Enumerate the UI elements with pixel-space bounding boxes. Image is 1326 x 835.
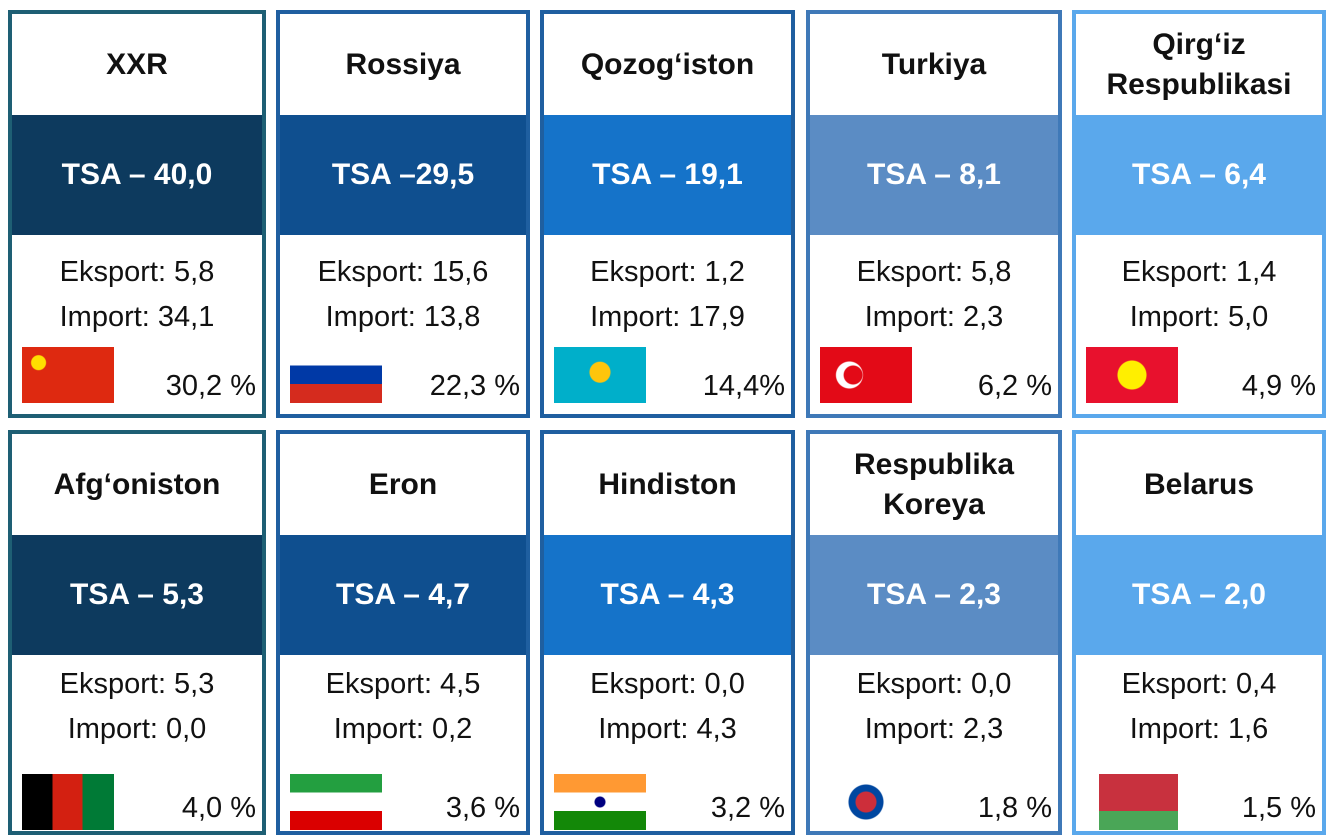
export-value: Eksport: 5,8: [59, 256, 215, 288]
export-value: Eksport: 0,0: [856, 668, 1012, 700]
country-name: Qozog‘iston: [544, 14, 791, 115]
country-card: Qirg‘iz Respublikasi TSA – 6,4 Eksport: 1,4…: [1072, 10, 1326, 418]
share-value: 22,3 %: [429, 370, 520, 402]
export-value: Eksport: 0,4: [1121, 668, 1277, 700]
flag: [22, 347, 114, 403]
country-card: Respublika Koreya TSA – 2,3 Eksport: 0,0 Imp…: [806, 430, 1062, 835]
export-value: Eksport: 5,3: [59, 668, 215, 700]
country-name-line: Rossiya: [345, 47, 461, 81]
share-value: 14,4%: [702, 370, 785, 402]
country-name: Afg‘oniston: [12, 434, 262, 535]
share-value: 4,9 %: [1241, 370, 1316, 402]
tsa-band: TSA – 6,4: [1076, 115, 1322, 235]
country-card: Eron TSA – 4,7 Eksport: 4,5 Import: 0,2 3,6 …: [276, 430, 530, 835]
tsa-band: TSA – 19,1: [544, 115, 791, 235]
export-value: Eksport: 1,2: [590, 256, 745, 288]
tsa-band: TSA – 5,3: [12, 535, 262, 655]
flag: [820, 774, 912, 830]
import-value: Import: 2,3: [864, 301, 1004, 333]
country-name-line: Qirg‘iz: [1152, 27, 1246, 61]
country-name-line: Belarus: [1143, 467, 1255, 501]
country-name: Qirg‘iz Respublikasi: [1076, 14, 1322, 115]
country-name-line: Hindiston: [598, 467, 737, 501]
country-name: Rossiya: [280, 14, 526, 115]
country-name-line: Respublikasi: [1106, 67, 1292, 101]
country-card: XXR TSA – 40,0 Eksport: 5,8 Import: 34,1 30,…: [8, 10, 266, 418]
country-name: Respublika Koreya: [810, 434, 1058, 535]
share-value: 6,2 %: [977, 370, 1052, 402]
country-name-line: Respublika: [853, 447, 1015, 481]
import-value: Import: 0,2: [333, 713, 473, 745]
share-value: 4,0 %: [181, 792, 256, 824]
country-name: Eron: [280, 434, 526, 535]
country-name-line: Turkiya: [881, 47, 987, 81]
flag: [820, 347, 912, 403]
country-name: Hindiston: [544, 434, 791, 535]
flag: [290, 774, 382, 830]
share-value: 1,5 %: [1241, 792, 1316, 824]
export-value: Eksport: 0,0: [590, 668, 745, 700]
import-value: Import: 1,6: [1129, 713, 1269, 745]
country-card: Afg‘oniston TSA – 5,3 Eksport: 5,3 Import: …: [8, 430, 266, 835]
import-value: Import: 5,0: [1129, 301, 1269, 333]
export-value: Eksport: 15,6: [317, 256, 489, 288]
tsa-band: TSA – 2,3: [810, 535, 1058, 655]
flag: [1086, 774, 1178, 830]
import-value: Import: 17,9: [590, 301, 745, 333]
flag: [554, 774, 646, 830]
country-card: Belarus TSA – 2,0 Eksport: 0,4 Import: 1,6 1…: [1072, 430, 1326, 835]
country-card: Qozog‘iston TSA – 19,1 Eksport: 1,2 Import:…: [540, 10, 795, 418]
share-value: 3,6 %: [445, 792, 520, 824]
country-name-line: Eron: [368, 467, 438, 501]
country-name-line: Afg‘oniston: [53, 467, 221, 501]
tsa-band: TSA – 2,0: [1076, 535, 1322, 655]
export-value: Eksport: 5,8: [856, 256, 1012, 288]
country-name-line: Qozog‘iston: [580, 47, 755, 81]
export-value: Eksport: 1,4: [1121, 256, 1277, 288]
import-value: Import: 4,3: [598, 713, 737, 745]
export-value: Eksport: 4,5: [325, 668, 481, 700]
country-name-line: XXR: [106, 47, 168, 81]
country-name-line: Koreya: [883, 487, 985, 521]
tsa-band: TSA – 4,7: [280, 535, 526, 655]
share-value: 1,8 %: [977, 792, 1052, 824]
country-name: XXR: [12, 14, 262, 115]
flag: [1086, 347, 1178, 403]
country-card: Hindiston TSA – 4,3 Eksport: 0,0 Import: 4,…: [540, 430, 795, 835]
share-value: 30,2 %: [165, 370, 256, 402]
share-value: 3,2 %: [710, 792, 785, 824]
flag: [22, 774, 114, 830]
import-value: Import: 0,0: [67, 713, 207, 745]
country-name: Belarus: [1076, 434, 1322, 535]
country-card: Turkiya TSA – 8,1 Eksport: 5,8 Import: 2,3 6…: [806, 10, 1062, 418]
import-value: Import: 2,3: [864, 713, 1004, 745]
country-name: Turkiya: [810, 14, 1058, 115]
tsa-band: TSA – 40,0: [12, 115, 262, 235]
tsa-band: TSA – 4,3: [544, 535, 791, 655]
flag: [290, 347, 382, 403]
tsa-band: TSA –29,5: [280, 115, 526, 235]
tsa-band: TSA – 8,1: [810, 115, 1058, 235]
import-value: Import: 13,8: [325, 301, 481, 333]
import-value: Import: 34,1: [59, 301, 215, 333]
flag: [554, 347, 646, 403]
country-card: Rossiya TSA –29,5 Eksport: 15,6 Import: 13,…: [276, 10, 530, 418]
